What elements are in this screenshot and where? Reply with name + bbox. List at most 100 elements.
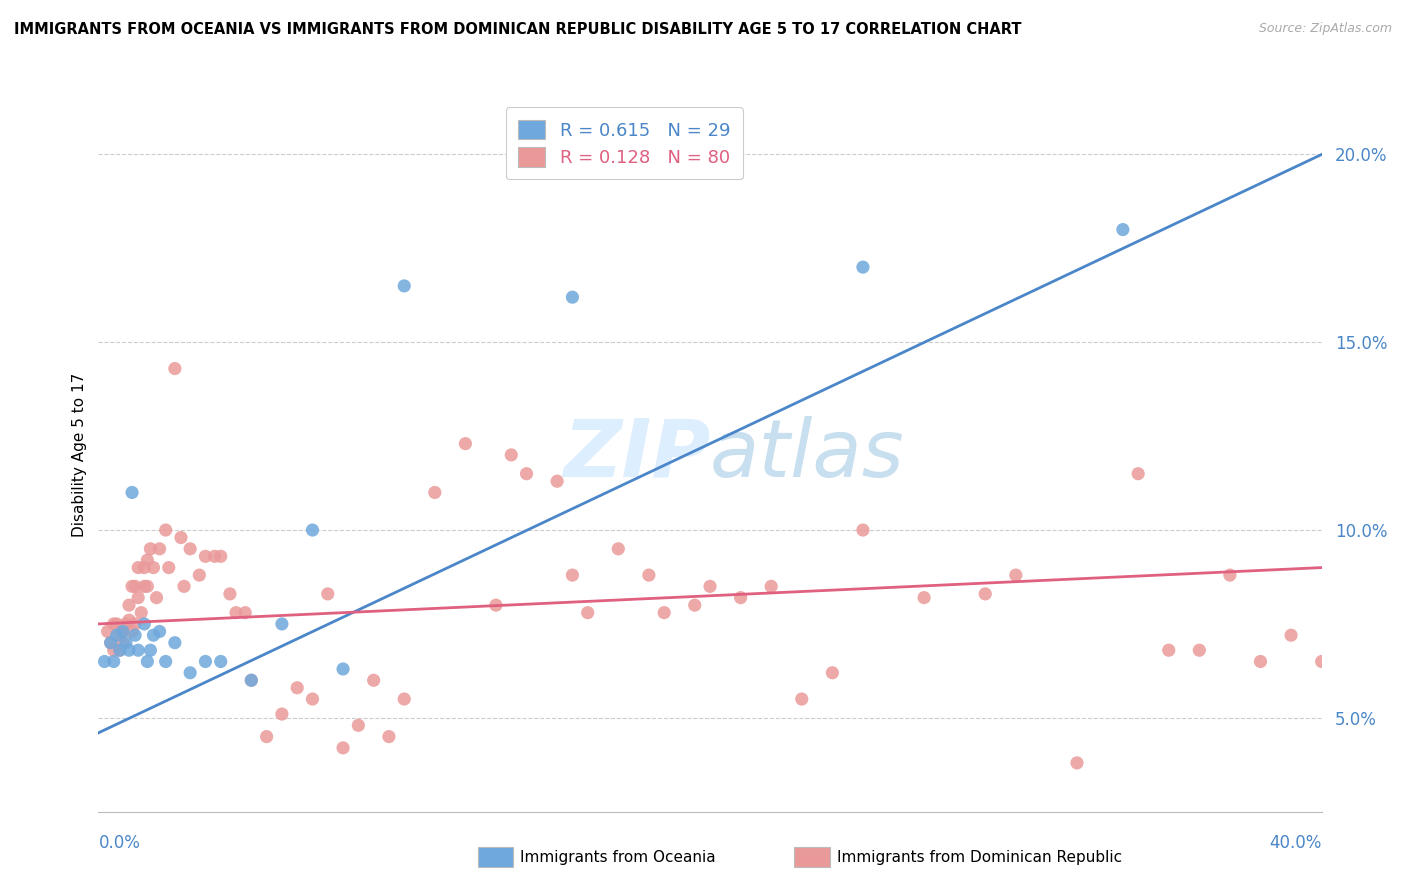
Point: [188, 568, 211, 582]
Point: [108, 628, 131, 642]
Point: [1188, 643, 1211, 657]
Point: [97, 624, 120, 639]
Point: [423, 485, 446, 500]
Point: [301, 523, 323, 537]
Point: [111, 636, 134, 650]
Point: [142, 560, 165, 574]
Point: [516, 467, 538, 481]
Point: [136, 553, 159, 567]
Text: Source: ZipAtlas.com: Source: ZipAtlas.com: [1258, 22, 1392, 36]
Point: [118, 643, 141, 657]
Point: [821, 665, 844, 680]
Point: [179, 665, 201, 680]
Point: [1157, 643, 1180, 657]
Point: [561, 290, 583, 304]
Point: [233, 606, 256, 620]
Point: [155, 523, 177, 537]
Text: 40.0%: 40.0%: [1270, 834, 1322, 852]
Point: [852, 260, 875, 274]
Point: [363, 673, 385, 688]
Point: [194, 655, 217, 669]
Point: [155, 655, 177, 669]
Point: [100, 636, 122, 650]
Point: [209, 655, 232, 669]
Point: [1279, 628, 1302, 642]
Point: [912, 591, 935, 605]
Point: [134, 560, 156, 574]
Point: [105, 616, 128, 631]
Point: [149, 541, 172, 556]
Point: [501, 448, 523, 462]
Point: [139, 643, 162, 657]
Point: [759, 579, 782, 593]
Point: [127, 643, 149, 657]
Y-axis label: Disability Age 5 to 17: Disability Age 5 to 17: [72, 373, 87, 537]
Point: [240, 673, 263, 688]
Point: [1310, 655, 1333, 669]
Point: [699, 579, 721, 593]
Point: [179, 541, 201, 556]
Point: [124, 616, 146, 631]
Point: [163, 361, 186, 376]
Point: [683, 598, 706, 612]
Point: [256, 730, 278, 744]
Point: [129, 606, 152, 620]
Point: [124, 628, 146, 642]
Point: [1128, 467, 1150, 481]
Point: [546, 474, 568, 488]
Point: [121, 579, 143, 593]
Point: [142, 628, 165, 642]
Point: [103, 616, 125, 631]
Point: [607, 541, 630, 556]
Point: [93, 655, 115, 669]
Point: [127, 560, 149, 574]
Point: [134, 579, 156, 593]
Point: [149, 624, 172, 639]
Point: [134, 616, 156, 631]
Point: [240, 673, 263, 688]
Text: Immigrants from Oceania: Immigrants from Oceania: [520, 850, 716, 864]
Point: [285, 681, 308, 695]
Point: [111, 624, 134, 639]
Point: [170, 531, 193, 545]
Point: [852, 523, 875, 537]
Point: [219, 587, 242, 601]
Legend: R = 0.615   N = 29, R = 0.128   N = 80: R = 0.615 N = 29, R = 0.128 N = 80: [506, 107, 742, 179]
Point: [347, 718, 370, 732]
Point: [301, 692, 323, 706]
Point: [790, 692, 813, 706]
Point: [209, 549, 232, 564]
Point: [157, 560, 180, 574]
Point: [163, 636, 186, 650]
Point: [1004, 568, 1026, 582]
Point: [139, 541, 162, 556]
Point: [730, 591, 752, 605]
Text: atlas: atlas: [710, 416, 905, 494]
Point: [974, 587, 997, 601]
Point: [136, 579, 159, 593]
Point: [332, 740, 354, 755]
Point: [108, 643, 131, 657]
Point: [652, 606, 675, 620]
Point: [136, 655, 159, 669]
Point: [332, 662, 354, 676]
Point: [316, 587, 339, 601]
Point: [454, 436, 477, 450]
Point: [111, 624, 134, 639]
Point: [378, 730, 401, 744]
Point: [121, 624, 143, 639]
Text: Immigrants from Dominican Republic: Immigrants from Dominican Republic: [837, 850, 1122, 864]
Point: [103, 643, 125, 657]
Point: [105, 628, 128, 642]
Point: [637, 568, 661, 582]
Text: IMMIGRANTS FROM OCEANIA VS IMMIGRANTS FROM DOMINICAN REPUBLIC DISABILITY AGE 5 T: IMMIGRANTS FROM OCEANIA VS IMMIGRANTS FR…: [14, 22, 1022, 37]
Point: [121, 485, 143, 500]
Point: [118, 613, 141, 627]
Text: ZIP: ZIP: [562, 416, 710, 494]
Point: [124, 579, 146, 593]
Point: [561, 568, 583, 582]
Point: [204, 549, 226, 564]
Point: [127, 591, 149, 605]
Point: [1219, 568, 1241, 582]
Point: [194, 549, 217, 564]
